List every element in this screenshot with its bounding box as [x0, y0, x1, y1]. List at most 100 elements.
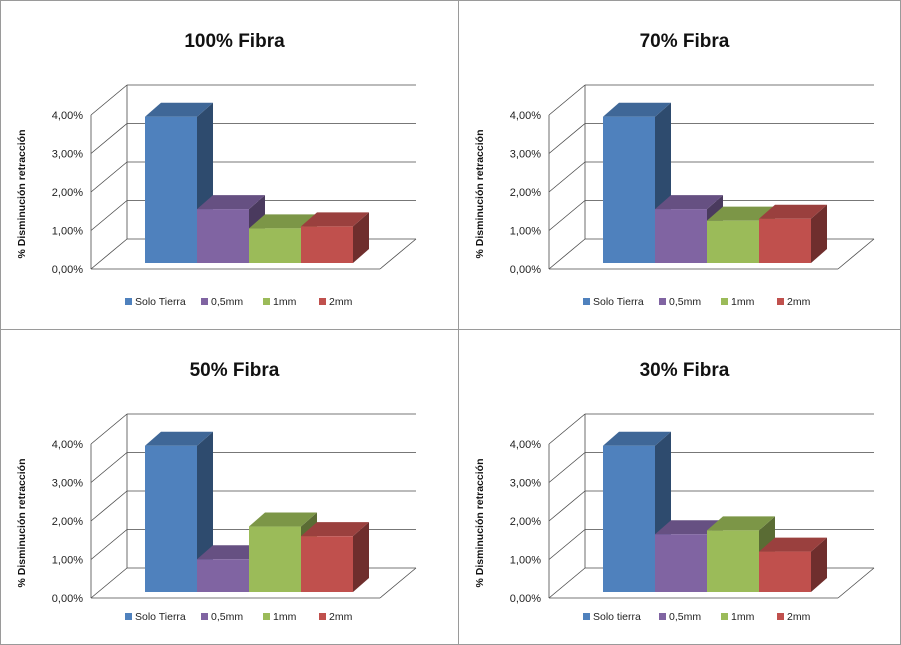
- legend-item: 0,5mm: [659, 296, 701, 308]
- gridline-side: [90, 123, 128, 154]
- y-tick-label: 3,00%: [510, 478, 541, 490]
- y-tick-label: 0,00%: [52, 593, 83, 605]
- floor-right-edge: [837, 567, 875, 599]
- legend-label: 1mm: [731, 296, 755, 308]
- floor-right-edge: [379, 567, 417, 599]
- y-axis-label: % Disminución retracción: [474, 130, 486, 259]
- legend-label: 2mm: [787, 296, 811, 308]
- y-tick-label: 3,00%: [52, 478, 83, 490]
- bar-top: [301, 212, 369, 227]
- y-tick-label: 1,00%: [52, 226, 83, 238]
- bar-side: [353, 212, 369, 263]
- bar-top: [603, 431, 671, 446]
- gridline-side: [548, 238, 586, 270]
- bar-front: [301, 226, 353, 263]
- legend-swatch: [319, 613, 326, 620]
- bar-4: [301, 212, 369, 263]
- legend-item: 1mm: [721, 296, 755, 308]
- floor-right-edge: [837, 238, 875, 270]
- chart-panel: 50% Fibra % Disminución retracción 0,00% 1,…: [0, 329, 459, 645]
- gridline-side: [548, 452, 586, 483]
- bar-side: [811, 537, 827, 592]
- y-tick-label: 0,00%: [510, 264, 541, 276]
- legend-label: 0,5mm: [669, 296, 701, 308]
- legend-item: 2mm: [319, 296, 353, 308]
- bar-front: [301, 536, 353, 592]
- bar-top: [249, 512, 317, 527]
- legend-item: Solo Tierra: [125, 296, 186, 308]
- bar-chart-3d: 100% Fibra % Disminución retracción 0,00% 1…: [16, 31, 417, 308]
- gridline-side: [548, 200, 586, 231]
- legend-swatch: [777, 613, 784, 620]
- bar-front: [603, 445, 655, 592]
- bar-top: [145, 102, 213, 117]
- y-tick-label: 1,00%: [510, 226, 541, 238]
- bar-top: [759, 537, 827, 552]
- legend-item: 2mm: [777, 611, 811, 623]
- bar-top: [197, 545, 265, 560]
- bar-top: [249, 214, 317, 229]
- legend-item: Solo tierra: [583, 611, 641, 623]
- legend-item: 1mm: [721, 611, 755, 623]
- gridline-side: [548, 84, 586, 116]
- bar-2: [197, 545, 265, 592]
- bar-chart-3d: 70% Fibra % Disminución retracción 0,00% 1,…: [474, 31, 875, 308]
- bar-top: [655, 195, 723, 210]
- bar-front: [603, 116, 655, 263]
- gridline-side: [90, 84, 128, 116]
- y-tick-label: 1,00%: [510, 555, 541, 567]
- bar-front: [655, 209, 707, 263]
- legend-item: 0,5mm: [201, 611, 243, 623]
- y-axis-label: % Disminución retracción: [474, 459, 486, 588]
- bar-front: [655, 534, 707, 592]
- legend-label: Solo tierra: [593, 611, 641, 623]
- y-tick-label: 0,00%: [52, 264, 83, 276]
- y-tick-label: 2,00%: [52, 187, 83, 199]
- y-tick-label: 2,00%: [510, 187, 541, 199]
- chart-title: 50% Fibra: [190, 360, 280, 381]
- chart-panel: 70% Fibra % Disminución retracción 0,00% 1,…: [458, 0, 901, 330]
- bar-front: [145, 116, 197, 263]
- bar-side: [811, 204, 827, 263]
- y-tick-label: 4,00%: [510, 439, 541, 451]
- bar-front: [197, 209, 249, 263]
- legend-label: 1mm: [273, 611, 297, 623]
- chart-title: 100% Fibra: [184, 31, 285, 52]
- gridline-side: [90, 238, 128, 270]
- legend-swatch: [777, 298, 784, 305]
- legend-swatch: [583, 613, 590, 620]
- bar-top: [301, 522, 369, 537]
- bar-top: [759, 204, 827, 219]
- y-tick-label: 2,00%: [510, 516, 541, 528]
- bar-front: [759, 218, 811, 263]
- legend-item: 2mm: [319, 611, 353, 623]
- legend-swatch: [201, 613, 208, 620]
- y-tick-label: 1,00%: [52, 555, 83, 567]
- gridline-side: [90, 161, 128, 193]
- bar-front: [145, 445, 197, 592]
- bar-side: [353, 522, 369, 592]
- y-tick-label: 2,00%: [52, 516, 83, 528]
- bar-chart-3d: 50% Fibra % Disminución retracción 0,00% 1,…: [16, 360, 417, 623]
- gridline-side: [90, 200, 128, 231]
- legend-label: 2mm: [787, 611, 811, 623]
- bar-4: [759, 537, 827, 592]
- legend-label: Solo Tierra: [593, 296, 644, 308]
- legend-label: Solo Tierra: [135, 296, 186, 308]
- gridline-side: [548, 161, 586, 193]
- legend-label: 1mm: [273, 296, 297, 308]
- legend-swatch: [659, 613, 666, 620]
- bar-chart-3d: 30% Fibra % Disminución retracción 0,00% 1,…: [474, 360, 875, 623]
- chart-panel: 100% Fibra % Disminución retracción 0,00% 1…: [0, 0, 459, 330]
- legend-swatch: [721, 613, 728, 620]
- legend-label: 2mm: [329, 296, 353, 308]
- bar-top: [707, 206, 775, 221]
- legend-label: 2mm: [329, 611, 353, 623]
- legend-item: Solo Tierra: [583, 296, 644, 308]
- legend-label: Solo Tierra: [135, 611, 186, 623]
- bar-4: [301, 522, 369, 592]
- legend-label: 0,5mm: [211, 611, 243, 623]
- legend-swatch: [263, 298, 270, 305]
- bar-front: [707, 530, 759, 592]
